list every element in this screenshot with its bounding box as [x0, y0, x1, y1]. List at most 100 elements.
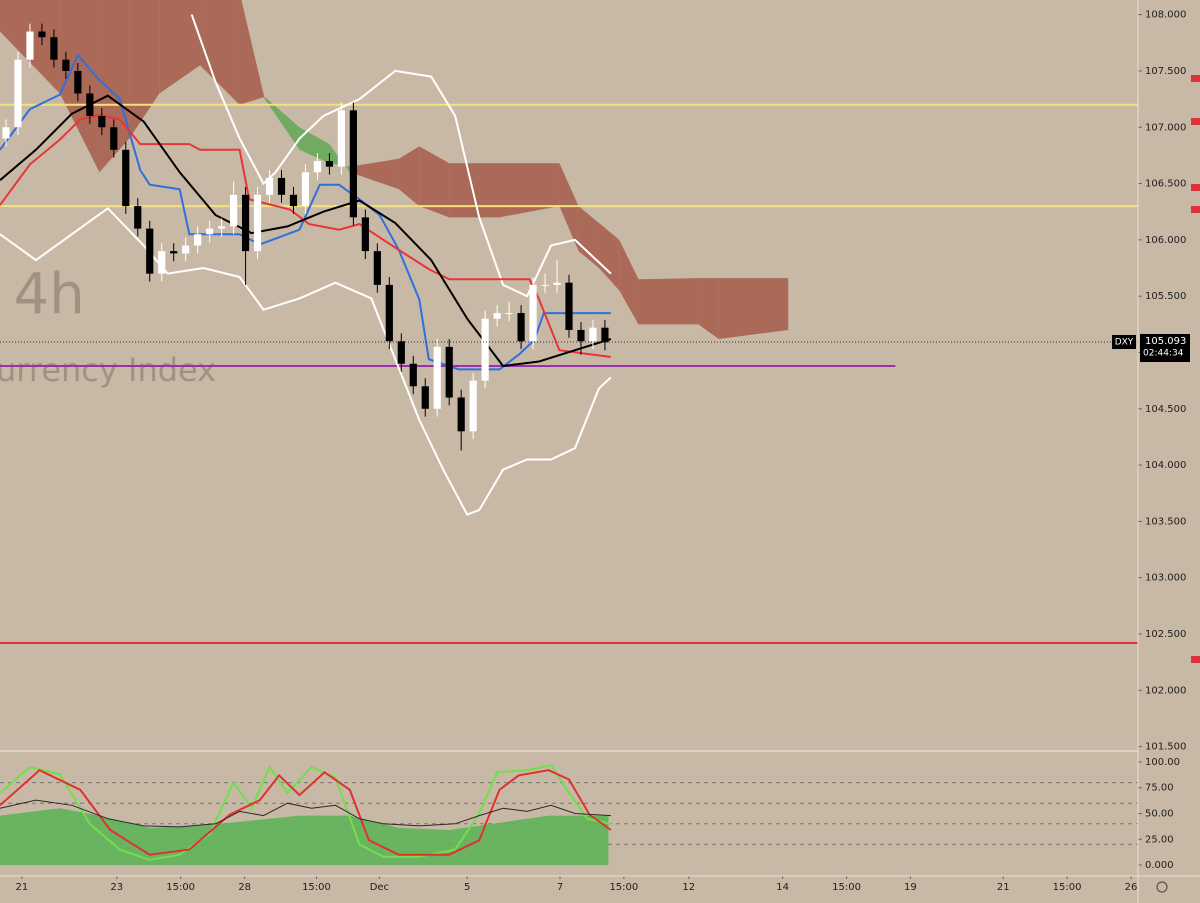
- y-tick-label: 102.000: [1145, 685, 1186, 696]
- x-tick-label: 19: [904, 882, 917, 893]
- osc-y-tick-label: 0.000: [1145, 860, 1174, 871]
- candle-body: [505, 313, 513, 315]
- cloud-segment: [264, 96, 300, 150]
- candle-body: [2, 127, 10, 139]
- candle-body: [529, 284, 537, 342]
- x-tick-label: 15:00: [1053, 882, 1082, 893]
- indicator-line: [0, 113, 612, 358]
- candle-body: [373, 251, 381, 285]
- candle-body: [289, 194, 298, 207]
- candle-body: [553, 282, 561, 285]
- cloud-segment: [99, 0, 130, 173]
- osc-y-tick-label: 50.00: [1145, 809, 1174, 820]
- cloud-segment: [239, 0, 265, 105]
- candle-body: [26, 31, 34, 60]
- cloud-segment: [638, 278, 699, 325]
- candle-body: [134, 206, 142, 229]
- cloud-segment: [578, 206, 599, 269]
- indicator-line: [0, 94, 612, 368]
- candle-body: [325, 161, 334, 167]
- axis-marker: [1191, 118, 1200, 125]
- candle-body: [98, 115, 106, 128]
- candle-body: [397, 341, 405, 364]
- candle-body: [110, 127, 118, 150]
- candle-body: [493, 313, 501, 319]
- osc-line: [0, 799, 611, 828]
- axis-marker: [1191, 75, 1200, 82]
- cloud-segment: [698, 278, 719, 339]
- x-tick-label: 15:00: [302, 882, 331, 893]
- settings-icon[interactable]: [1156, 881, 1168, 893]
- candle-body: [170, 251, 178, 254]
- axes: 108.000 107.500 107.000 106.500 106.000 105.5…: [16, 10, 1190, 893]
- axis-marker: [1191, 206, 1200, 213]
- x-tick-label: 7: [557, 882, 563, 893]
- candle-body: [361, 217, 369, 252]
- candle-body: [601, 327, 609, 343]
- x-tick-label: 15:00: [166, 882, 195, 893]
- candle-body: [62, 59, 70, 71]
- cloud-segment: [398, 146, 420, 207]
- candle-body: [409, 363, 417, 387]
- cloud-segment: [200, 0, 240, 105]
- osc-y-tick-label: 100.00: [1145, 757, 1180, 768]
- candle-body: [265, 177, 274, 195]
- x-tick-label: 14: [776, 882, 789, 893]
- cloud-segment: [419, 146, 450, 218]
- axis-marker: [1191, 656, 1200, 663]
- y-tick-label: 106.000: [1145, 235, 1186, 246]
- x-tick-label: 26: [1125, 882, 1138, 893]
- indicator-line: [0, 53, 611, 371]
- candle-body: [481, 318, 489, 381]
- x-tick-label: 21: [16, 882, 29, 893]
- price-tag: [1140, 334, 1190, 363]
- cloud-segment: [499, 163, 560, 218]
- candle-body: [14, 59, 22, 128]
- last-price-label: 105.093: [1145, 336, 1186, 347]
- y-tick-label: 104.500: [1145, 404, 1186, 415]
- candle-body: [241, 194, 250, 252]
- osc-y-tick-label: 75.00: [1145, 783, 1174, 794]
- cloud-segment: [159, 0, 201, 94]
- watermark-name: urrency Index: [0, 351, 216, 389]
- candle-body: [385, 284, 393, 342]
- y-tick-label: 108.000: [1145, 10, 1186, 21]
- x-tick-label: Dec: [370, 882, 389, 893]
- candle-body: [577, 329, 585, 342]
- candle-body: [445, 346, 453, 398]
- countdown-label: 02:44:34: [1143, 349, 1184, 359]
- candle-body: [182, 245, 190, 254]
- candle-body: [457, 397, 465, 432]
- x-tick-label: 12: [682, 882, 695, 893]
- y-tick-label: 104.000: [1145, 460, 1186, 471]
- candle-body: [158, 251, 166, 274]
- y-tick-label: 101.500: [1145, 742, 1186, 753]
- candle-body: [86, 93, 94, 116]
- candle-body: [277, 177, 286, 195]
- indicator-line: [190, 14, 612, 298]
- cloud-segment: [349, 158, 399, 190]
- candle-body: [229, 194, 238, 227]
- x-tick-label: 15:00: [609, 882, 638, 893]
- candle-body: [218, 226, 226, 229]
- osc-y-tick-label: 25.00: [1145, 834, 1174, 845]
- cloud-segment: [718, 278, 789, 339]
- indicator-line: [0, 206, 612, 516]
- candle-body: [565, 282, 573, 330]
- x-tick-label: 21: [997, 882, 1010, 893]
- y-tick-label: 105.500: [1145, 291, 1186, 302]
- price-pane: [0, 0, 1138, 645]
- candle-body: [122, 149, 130, 207]
- candle-body: [194, 234, 202, 246]
- watermark-interval: , 4h: [0, 262, 85, 327]
- candle-body: [146, 228, 154, 274]
- candle-body: [469, 380, 477, 432]
- cloud-segment: [449, 163, 500, 218]
- candle-body: [421, 386, 429, 409]
- candle-body: [433, 346, 441, 409]
- x-tick-label: 5: [464, 882, 470, 893]
- candle-body: [38, 31, 46, 38]
- axis-marker: [1191, 184, 1200, 191]
- candle-body: [349, 110, 357, 218]
